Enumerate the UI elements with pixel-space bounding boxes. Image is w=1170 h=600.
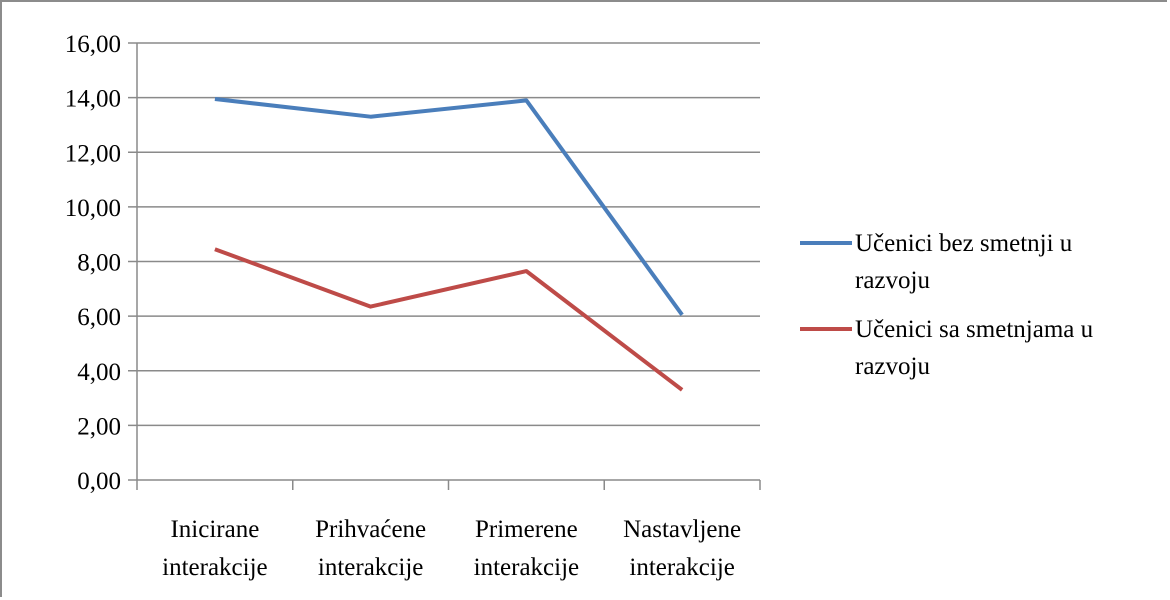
y-tick-label: 0,00 <box>77 468 121 495</box>
legend-label-2: Učenici sa smetnjama u <box>855 316 1094 343</box>
legend-label-1: Učenici bez smetnji u <box>855 230 1073 257</box>
y-tick-label: 8,00 <box>77 250 121 277</box>
series-line-2 <box>214 247 684 392</box>
x-tick-label: Inicirane <box>170 516 259 543</box>
x-tick-label: interakcije <box>318 554 424 581</box>
y-tick-label: 6,00 <box>77 304 121 331</box>
y-tick-label: 4,00 <box>77 359 121 386</box>
x-tick-label: interakcije <box>162 554 268 581</box>
x-tick-label: interakcije <box>629 554 735 581</box>
x-tick-label: Primerene <box>475 516 578 543</box>
y-tick-label: 14,00 <box>65 86 121 113</box>
y-tick-label: 2,00 <box>77 413 121 440</box>
x-tick-label: Nastavljene <box>623 516 741 543</box>
y-tick-label: 10,00 <box>65 195 121 222</box>
legend-label-2: razvoju <box>855 353 930 380</box>
legend-label-1: razvoju <box>855 267 930 294</box>
series-line-1 <box>214 97 684 316</box>
y-tick-label: 12,00 <box>65 140 121 167</box>
y-tick-label: 16,00 <box>65 31 121 58</box>
x-tick-label: interakcije <box>474 554 580 581</box>
x-tick-label: Prihvaćene <box>315 516 426 543</box>
